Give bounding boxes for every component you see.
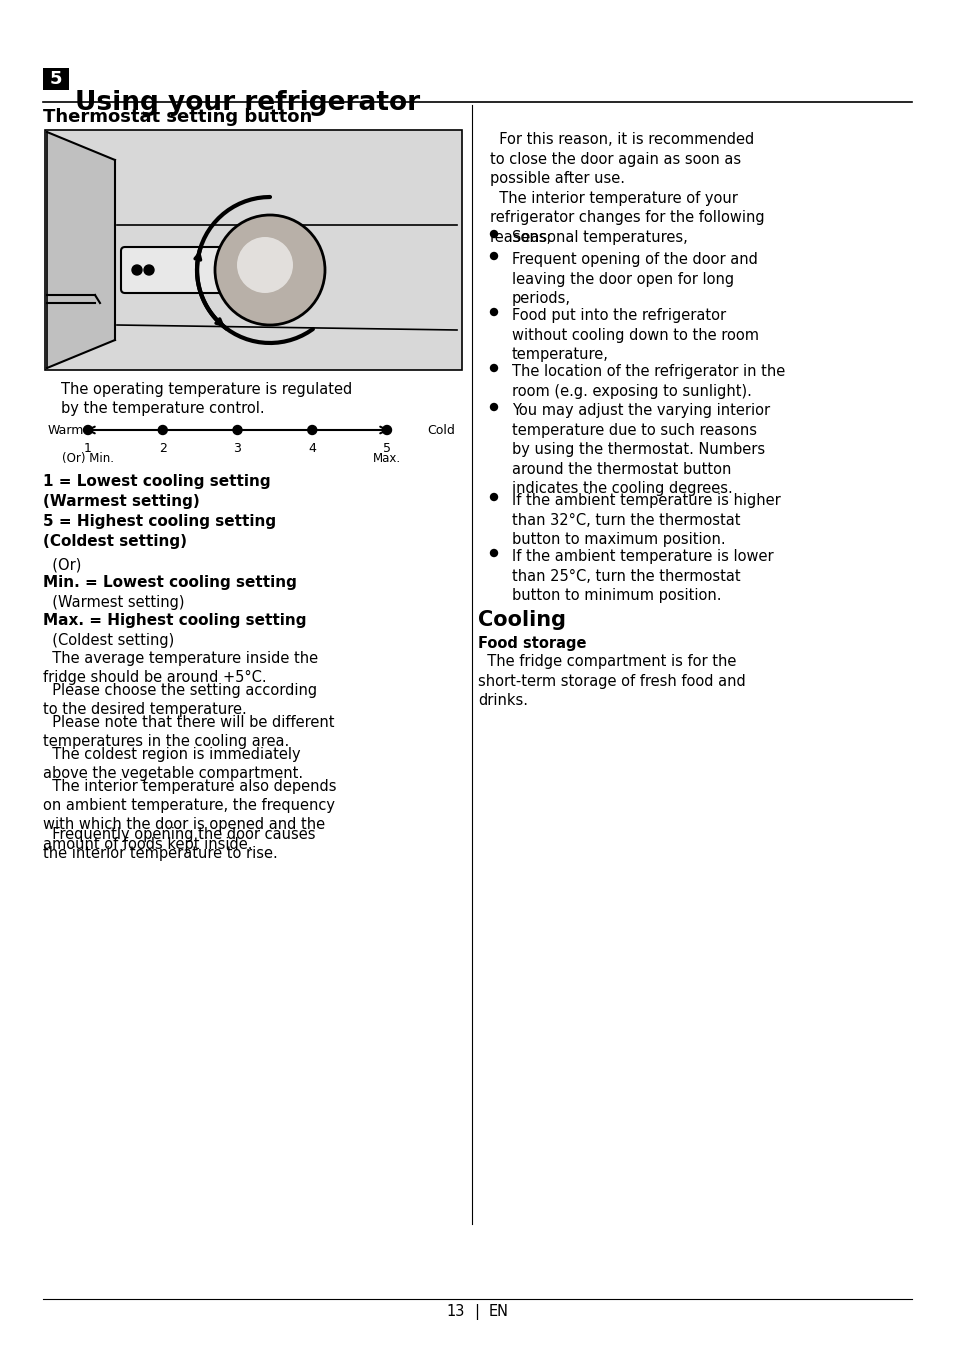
Text: 5: 5	[382, 441, 391, 455]
Text: Food put into the refrigerator
without cooling down to the room
temperature,: Food put into the refrigerator without c…	[512, 307, 759, 362]
FancyBboxPatch shape	[121, 246, 229, 292]
Circle shape	[490, 309, 497, 315]
Text: Food storage: Food storage	[477, 636, 586, 651]
Text: For this reason, it is recommended
to close the door again as soon as
possible a: For this reason, it is recommended to cl…	[490, 131, 763, 245]
Circle shape	[490, 364, 497, 371]
Text: Cold: Cold	[427, 424, 455, 436]
Text: The location of the refrigerator in the
room (e.g. exposing to sunlight).: The location of the refrigerator in the …	[512, 364, 784, 398]
Text: (Warmest setting): (Warmest setting)	[43, 594, 184, 611]
Text: Seasonal temperatures,: Seasonal temperatures,	[512, 230, 687, 245]
Bar	[46, 131, 460, 370]
Text: 2: 2	[158, 441, 167, 455]
Text: The coldest region is immediately
above the vegetable compartment.: The coldest region is immediately above …	[43, 747, 303, 781]
Text: 1: 1	[84, 441, 91, 455]
Circle shape	[308, 425, 316, 435]
Text: If the ambient temperature is higher
than 32°C, turn the thermostat
button to ma: If the ambient temperature is higher tha…	[512, 493, 780, 547]
Text: 3: 3	[233, 441, 241, 455]
Circle shape	[132, 265, 142, 275]
Text: 5 = Highest cooling setting: 5 = Highest cooling setting	[43, 515, 275, 529]
Text: Using your refrigerator: Using your refrigerator	[75, 89, 419, 116]
Text: (Or): (Or)	[43, 558, 81, 573]
Text: You may adjust the varying interior
temperature due to such reasons
by using the: You may adjust the varying interior temp…	[512, 403, 769, 496]
Circle shape	[84, 425, 92, 435]
Circle shape	[382, 425, 391, 435]
Text: Max. = Highest cooling setting: Max. = Highest cooling setting	[43, 613, 306, 628]
Text: |: |	[474, 1304, 479, 1320]
Text: The operating temperature is regulated
by the temperature control.: The operating temperature is regulated b…	[61, 382, 352, 416]
Text: Please note that there will be different
temperatures in the cooling area.: Please note that there will be different…	[43, 715, 335, 749]
Text: Cooling: Cooling	[477, 611, 565, 630]
Text: 1 = Lowest cooling setting: 1 = Lowest cooling setting	[43, 474, 271, 489]
Circle shape	[490, 230, 497, 237]
Text: 4: 4	[308, 441, 315, 455]
Text: The interior temperature also depends
on ambient temperature, the frequency
with: The interior temperature also depends on…	[43, 779, 336, 852]
Text: Min. = Lowest cooling setting: Min. = Lowest cooling setting	[43, 575, 296, 590]
Text: EN: EN	[489, 1304, 509, 1320]
Text: (Warmest setting): (Warmest setting)	[43, 494, 199, 509]
Polygon shape	[47, 131, 115, 368]
Circle shape	[490, 550, 497, 556]
Circle shape	[490, 493, 497, 501]
Text: Max.: Max.	[373, 452, 400, 464]
Text: (Coldest setting): (Coldest setting)	[43, 533, 187, 548]
Text: If the ambient temperature is lower
than 25°C, turn the thermostat
button to min: If the ambient temperature is lower than…	[512, 548, 773, 603]
Text: Frequently opening the door causes
the interior temperature to rise.: Frequently opening the door causes the i…	[43, 827, 315, 861]
Bar	[43, 68, 69, 89]
Circle shape	[158, 425, 167, 435]
Text: Thermostat setting button: Thermostat setting button	[43, 108, 312, 126]
Text: (Coldest setting): (Coldest setting)	[43, 634, 174, 649]
Text: Frequent opening of the door and
leaving the door open for long
periods,: Frequent opening of the door and leaving…	[512, 252, 757, 306]
Text: Please choose the setting according
to the desired temperature.: Please choose the setting according to t…	[43, 682, 316, 718]
Circle shape	[490, 252, 497, 260]
Circle shape	[214, 215, 325, 325]
Text: 5: 5	[50, 70, 62, 88]
Text: The average temperature inside the
fridge should be around +5°C.: The average temperature inside the fridg…	[43, 651, 317, 685]
Bar	[45, 130, 461, 370]
Text: (Or) Min.: (Or) Min.	[62, 452, 113, 464]
Text: Warm: Warm	[48, 424, 84, 436]
Circle shape	[233, 425, 242, 435]
Text: The fridge compartment is for the
short-term storage of fresh food and
drinks.: The fridge compartment is for the short-…	[477, 654, 745, 708]
Circle shape	[236, 237, 293, 292]
Circle shape	[144, 265, 153, 275]
Circle shape	[490, 403, 497, 410]
Text: 13: 13	[446, 1304, 464, 1320]
